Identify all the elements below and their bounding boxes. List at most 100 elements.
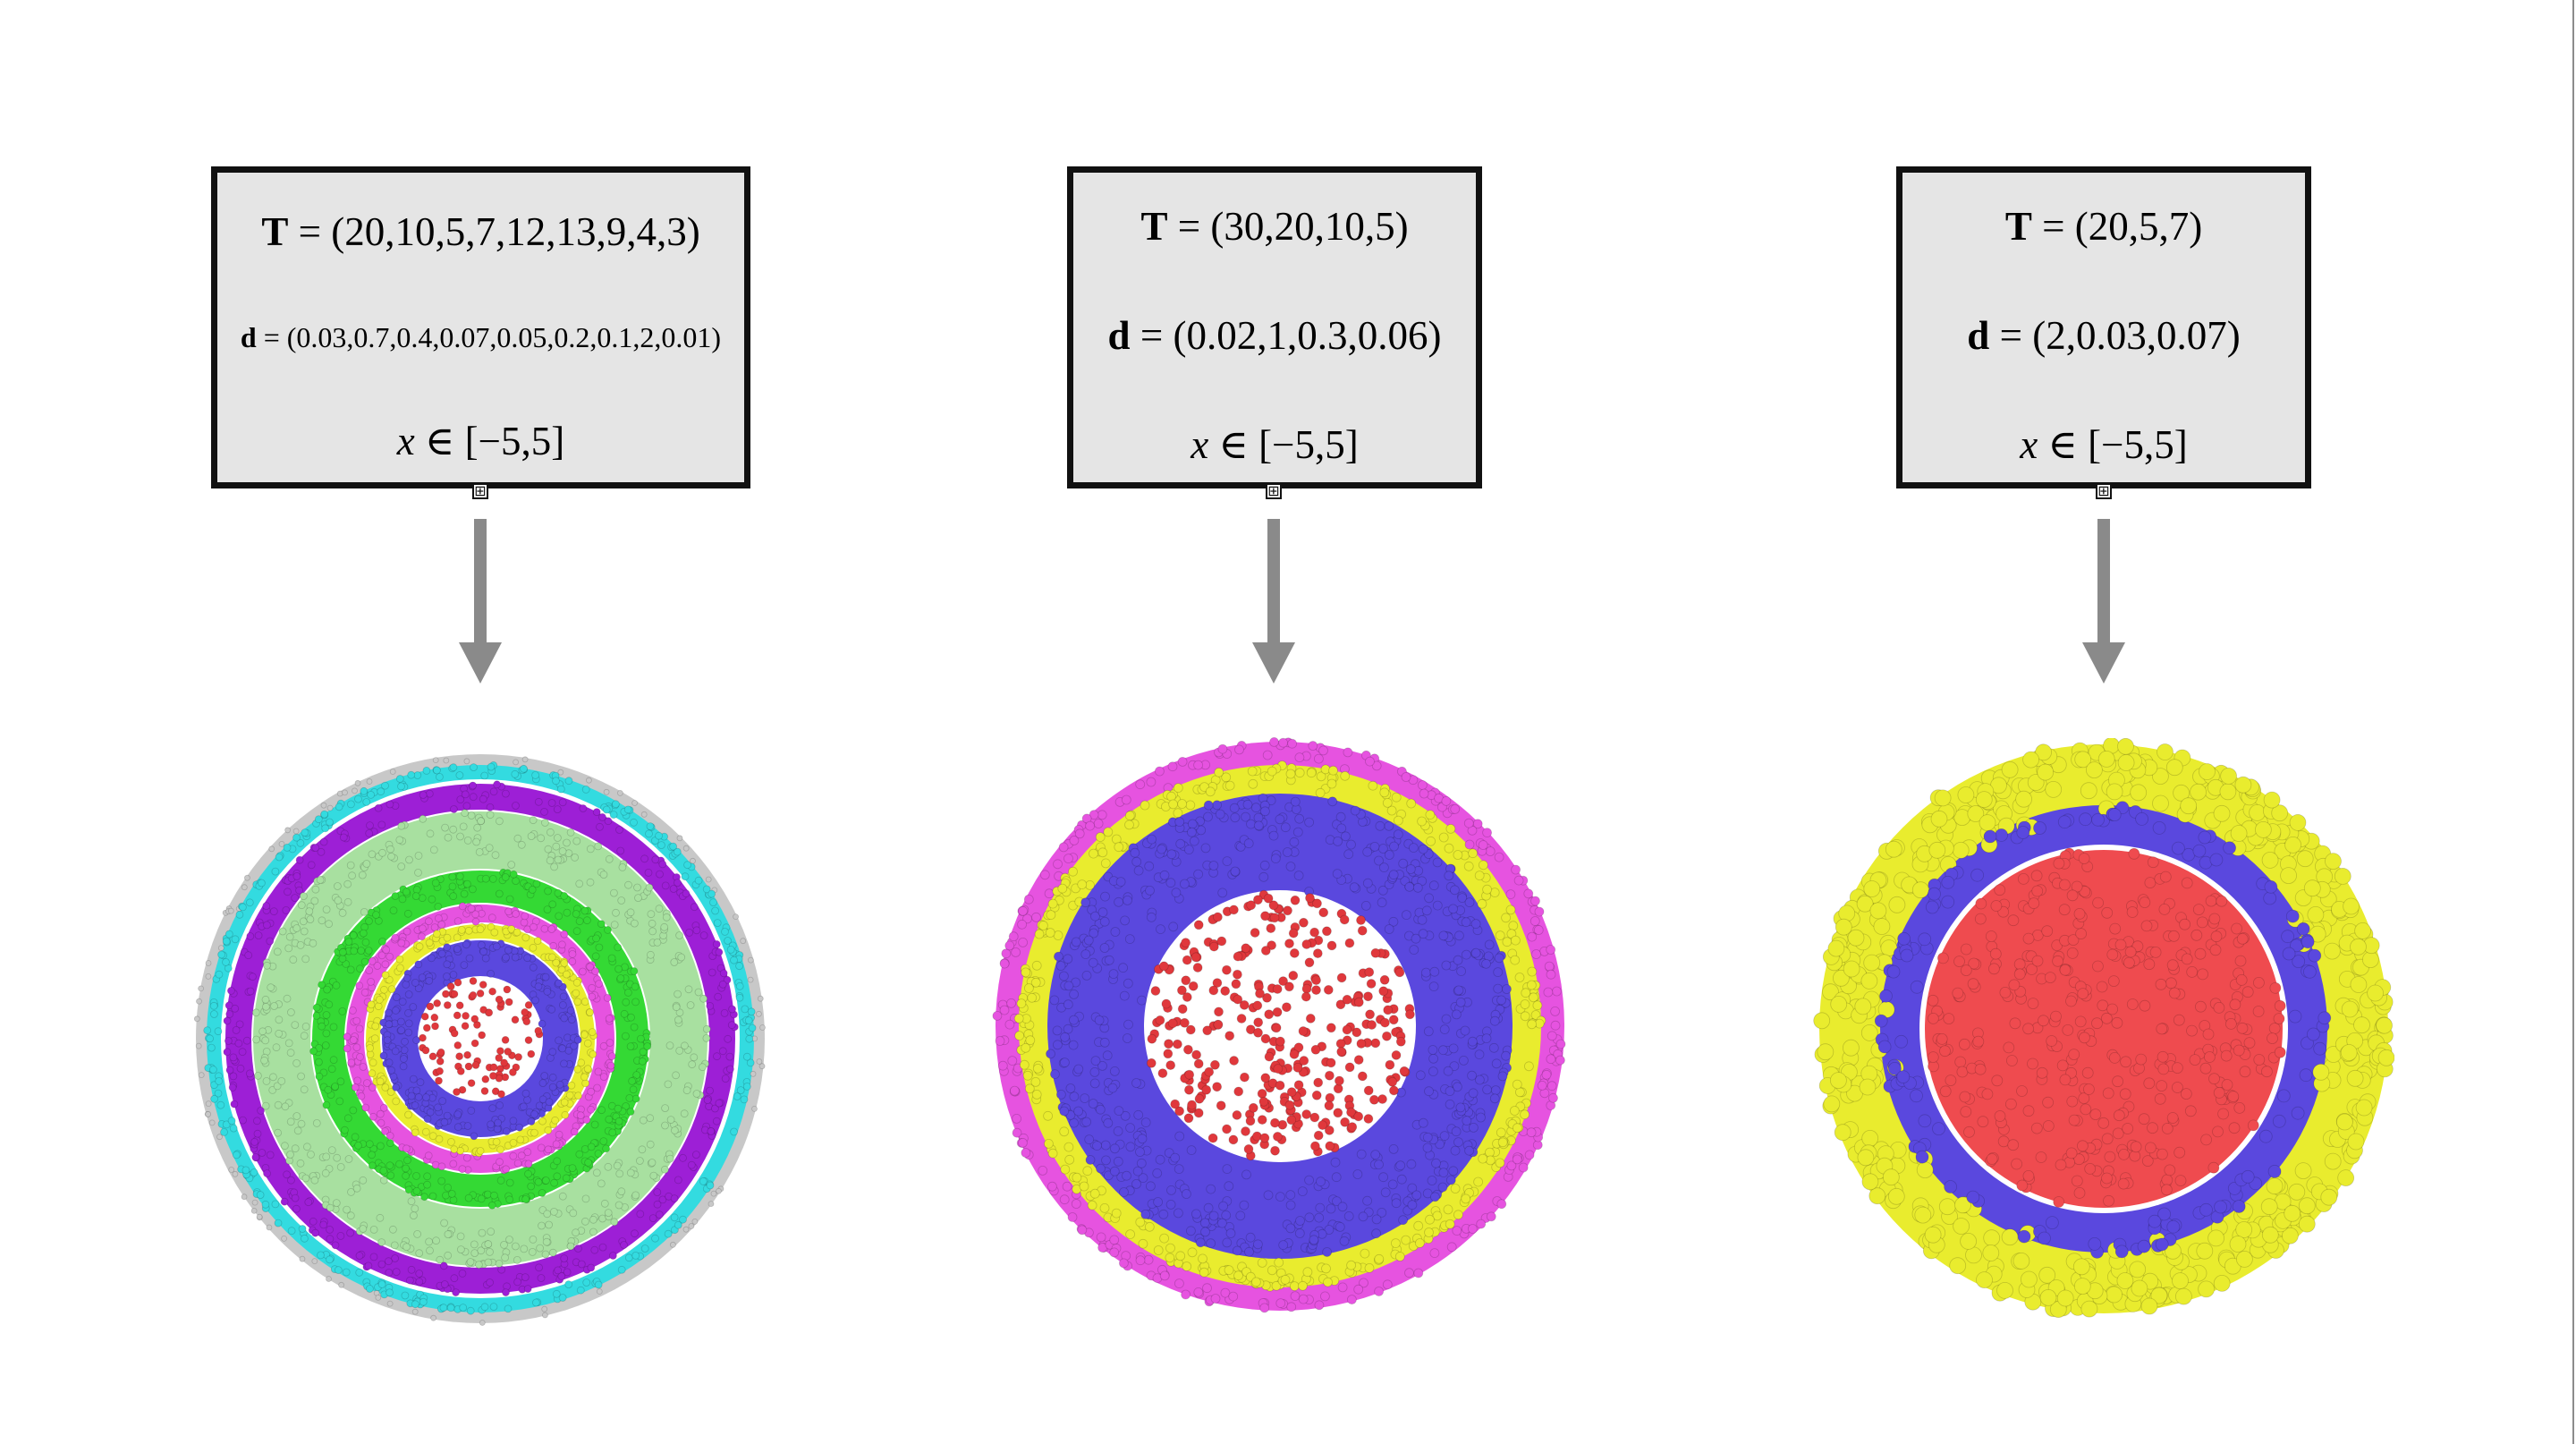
particle xyxy=(292,1112,301,1120)
particle xyxy=(2247,1119,2259,1132)
expand-icon[interactable]: ⊞ xyxy=(472,483,488,499)
particle xyxy=(2289,814,2307,831)
particle xyxy=(2147,856,2159,869)
particle xyxy=(214,1089,223,1098)
particle xyxy=(1369,842,1380,852)
particle xyxy=(415,1278,424,1286)
particle xyxy=(2028,897,2040,910)
particle xyxy=(1318,1120,1328,1131)
particle xyxy=(602,805,611,814)
particle xyxy=(513,928,521,937)
particle xyxy=(1077,1225,1088,1236)
particle xyxy=(1960,1106,1972,1118)
particle xyxy=(1208,1210,1219,1221)
particle xyxy=(1140,800,1150,811)
particle xyxy=(315,1043,324,1052)
particle xyxy=(1050,1069,1060,1080)
particle xyxy=(434,913,443,922)
particle xyxy=(416,1078,425,1087)
particle xyxy=(2005,1055,2018,1066)
particle xyxy=(1280,822,1291,833)
particle xyxy=(1103,1117,1114,1128)
particle xyxy=(735,962,743,971)
particle xyxy=(1347,1122,1358,1133)
particle xyxy=(359,1225,368,1233)
particle xyxy=(1502,937,1513,947)
particle xyxy=(1269,1117,1280,1128)
particle xyxy=(1144,861,1155,871)
particle xyxy=(1877,1040,1892,1054)
particle xyxy=(485,1008,494,1017)
particle xyxy=(1132,1166,1143,1176)
particle xyxy=(2007,1139,2020,1151)
particle xyxy=(368,1161,377,1170)
particle xyxy=(600,1199,609,1208)
particle xyxy=(269,1073,277,1082)
particle xyxy=(397,782,405,791)
particle xyxy=(1233,1270,1243,1281)
particle xyxy=(1417,876,1428,887)
particle xyxy=(1013,1013,1024,1024)
particle xyxy=(1384,924,1394,934)
particle xyxy=(318,916,326,925)
particle xyxy=(1441,1014,1452,1024)
particle xyxy=(651,1234,659,1243)
particle xyxy=(2231,922,2243,935)
particle xyxy=(338,1281,345,1288)
particle xyxy=(462,879,471,888)
particle xyxy=(560,1254,569,1262)
particle xyxy=(1485,846,1496,856)
particle xyxy=(1024,1083,1035,1094)
particle xyxy=(2301,935,2315,949)
particle xyxy=(514,1053,523,1061)
particle xyxy=(306,915,315,924)
particle xyxy=(1999,986,2012,998)
particle xyxy=(1172,1039,1182,1049)
particle xyxy=(662,913,671,922)
particle xyxy=(1043,1110,1053,1121)
particle xyxy=(605,1015,614,1023)
particle xyxy=(1428,880,1439,891)
particle xyxy=(1868,1187,1886,1205)
particle xyxy=(527,1049,536,1058)
particle xyxy=(443,960,452,969)
particle xyxy=(1094,1015,1105,1025)
particle xyxy=(1379,787,1390,798)
particle xyxy=(617,896,626,905)
particle xyxy=(618,862,627,871)
particle xyxy=(1994,1110,2006,1122)
particle xyxy=(2150,1287,2168,1304)
particle xyxy=(718,980,727,989)
particle xyxy=(1527,931,1538,942)
expand-icon[interactable]: ⊞ xyxy=(1266,483,1282,499)
particle xyxy=(2112,1127,2124,1140)
particle xyxy=(999,1005,1010,1015)
particle xyxy=(581,1194,590,1203)
particle xyxy=(645,883,654,892)
particle xyxy=(2080,1300,2098,1318)
particle xyxy=(1011,947,1021,957)
particle xyxy=(521,756,529,763)
particle xyxy=(346,1228,355,1237)
particle xyxy=(469,990,478,999)
particle xyxy=(409,1003,418,1011)
particle xyxy=(287,1176,295,1185)
particle xyxy=(229,1124,238,1133)
particle xyxy=(1496,1199,1507,1210)
particle xyxy=(500,1241,508,1249)
particle xyxy=(660,922,669,931)
particle xyxy=(1124,820,1134,830)
particle xyxy=(670,1213,679,1222)
particle xyxy=(1387,1076,1398,1087)
particle xyxy=(222,957,230,966)
particle xyxy=(2013,968,2026,981)
expand-icon[interactable]: ⊞ xyxy=(2096,483,2112,499)
particle xyxy=(1183,1113,1194,1124)
particle xyxy=(1954,1196,1971,1214)
particle xyxy=(375,1295,382,1301)
particle xyxy=(2129,1261,2147,1278)
particle xyxy=(453,1123,462,1132)
particle xyxy=(443,933,452,942)
particle xyxy=(1018,1137,1028,1148)
particle xyxy=(1039,870,1050,880)
